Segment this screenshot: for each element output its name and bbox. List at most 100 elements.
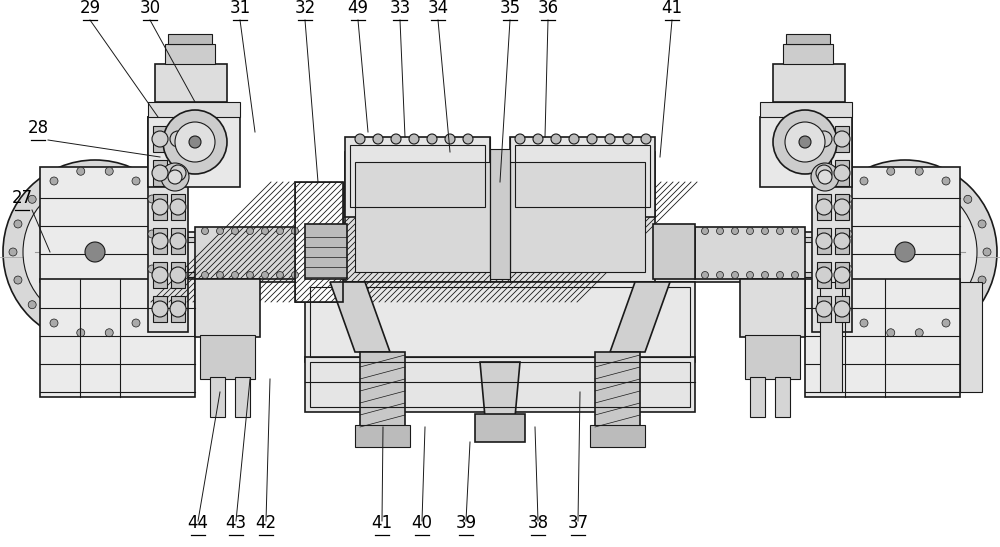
Circle shape bbox=[978, 220, 986, 228]
Circle shape bbox=[148, 266, 152, 271]
Bar bbox=[595, 352, 640, 427]
Text: 33: 33 bbox=[389, 0, 411, 17]
Bar bbox=[305, 357, 695, 412]
Circle shape bbox=[184, 266, 188, 271]
Circle shape bbox=[616, 266, 620, 271]
Circle shape bbox=[922, 266, 926, 271]
Circle shape bbox=[14, 276, 22, 284]
Bar bbox=[817, 296, 831, 322]
Bar bbox=[310, 287, 690, 357]
Circle shape bbox=[152, 233, 168, 249]
Circle shape bbox=[706, 266, 710, 271]
Circle shape bbox=[154, 195, 162, 203]
Circle shape bbox=[838, 301, 846, 309]
Circle shape bbox=[256, 266, 260, 271]
Bar bbox=[171, 228, 185, 254]
Circle shape bbox=[533, 134, 543, 144]
Text: 28: 28 bbox=[27, 119, 49, 137]
Circle shape bbox=[220, 266, 224, 271]
Bar bbox=[153, 160, 167, 186]
Bar bbox=[195, 227, 305, 279]
Circle shape bbox=[562, 266, 566, 271]
Text: 49: 49 bbox=[348, 0, 368, 17]
Circle shape bbox=[816, 131, 832, 147]
Circle shape bbox=[152, 199, 168, 215]
Circle shape bbox=[168, 276, 176, 284]
Circle shape bbox=[28, 301, 36, 309]
Circle shape bbox=[732, 228, 738, 235]
Circle shape bbox=[276, 228, 284, 235]
Bar bbox=[148, 102, 240, 117]
Circle shape bbox=[819, 248, 827, 256]
Circle shape bbox=[373, 134, 383, 144]
Circle shape bbox=[895, 242, 915, 262]
Circle shape bbox=[598, 266, 602, 271]
Bar bbox=[817, 126, 831, 152]
Circle shape bbox=[170, 267, 186, 283]
Bar bbox=[812, 117, 852, 332]
Circle shape bbox=[816, 301, 832, 317]
Circle shape bbox=[816, 233, 832, 249]
Circle shape bbox=[105, 167, 113, 175]
Circle shape bbox=[623, 134, 633, 144]
Circle shape bbox=[161, 163, 189, 191]
Circle shape bbox=[364, 266, 368, 271]
Circle shape bbox=[799, 136, 811, 148]
Circle shape bbox=[688, 266, 692, 271]
Text: 42: 42 bbox=[255, 514, 277, 532]
Bar bbox=[40, 279, 195, 397]
Bar bbox=[760, 117, 852, 187]
Circle shape bbox=[262, 228, 268, 235]
Bar bbox=[773, 64, 845, 102]
Circle shape bbox=[942, 177, 950, 185]
Bar bbox=[153, 126, 167, 152]
Circle shape bbox=[569, 134, 579, 144]
Circle shape bbox=[732, 271, 738, 278]
Circle shape bbox=[834, 165, 850, 181]
Circle shape bbox=[328, 266, 332, 271]
Circle shape bbox=[904, 266, 908, 271]
Circle shape bbox=[148, 195, 156, 203]
Bar bbox=[835, 228, 849, 254]
Circle shape bbox=[887, 167, 895, 175]
Bar bbox=[235, 377, 250, 417]
Circle shape bbox=[463, 134, 473, 144]
Circle shape bbox=[724, 266, 728, 271]
Circle shape bbox=[605, 134, 615, 144]
Circle shape bbox=[418, 266, 422, 271]
Circle shape bbox=[166, 266, 170, 271]
Bar bbox=[783, 44, 833, 64]
Circle shape bbox=[436, 266, 440, 271]
Bar bbox=[835, 194, 849, 220]
Circle shape bbox=[508, 266, 512, 271]
Circle shape bbox=[760, 266, 765, 271]
Circle shape bbox=[796, 266, 800, 271]
Bar bbox=[295, 182, 343, 302]
Text: 40: 40 bbox=[412, 514, 432, 532]
Bar bbox=[835, 126, 849, 152]
Text: 36: 36 bbox=[537, 0, 559, 17]
Circle shape bbox=[834, 233, 850, 249]
Text: 41: 41 bbox=[661, 0, 683, 17]
Circle shape bbox=[346, 266, 351, 271]
Bar bbox=[960, 282, 982, 392]
Bar bbox=[171, 262, 185, 288]
Circle shape bbox=[838, 195, 846, 203]
Circle shape bbox=[860, 177, 868, 185]
Bar bbox=[820, 282, 842, 392]
Circle shape bbox=[824, 276, 832, 284]
Circle shape bbox=[130, 266, 134, 271]
Bar bbox=[40, 237, 960, 242]
Circle shape bbox=[490, 266, 494, 271]
Text: 39: 39 bbox=[455, 514, 477, 532]
Bar bbox=[817, 194, 831, 220]
Circle shape bbox=[716, 271, 724, 278]
Circle shape bbox=[152, 165, 168, 181]
Circle shape bbox=[276, 271, 284, 278]
Text: 31: 31 bbox=[229, 0, 251, 17]
Circle shape bbox=[860, 319, 868, 327]
Bar bbox=[345, 137, 490, 217]
Circle shape bbox=[811, 163, 839, 191]
Bar bbox=[360, 352, 405, 427]
Circle shape bbox=[238, 266, 242, 271]
